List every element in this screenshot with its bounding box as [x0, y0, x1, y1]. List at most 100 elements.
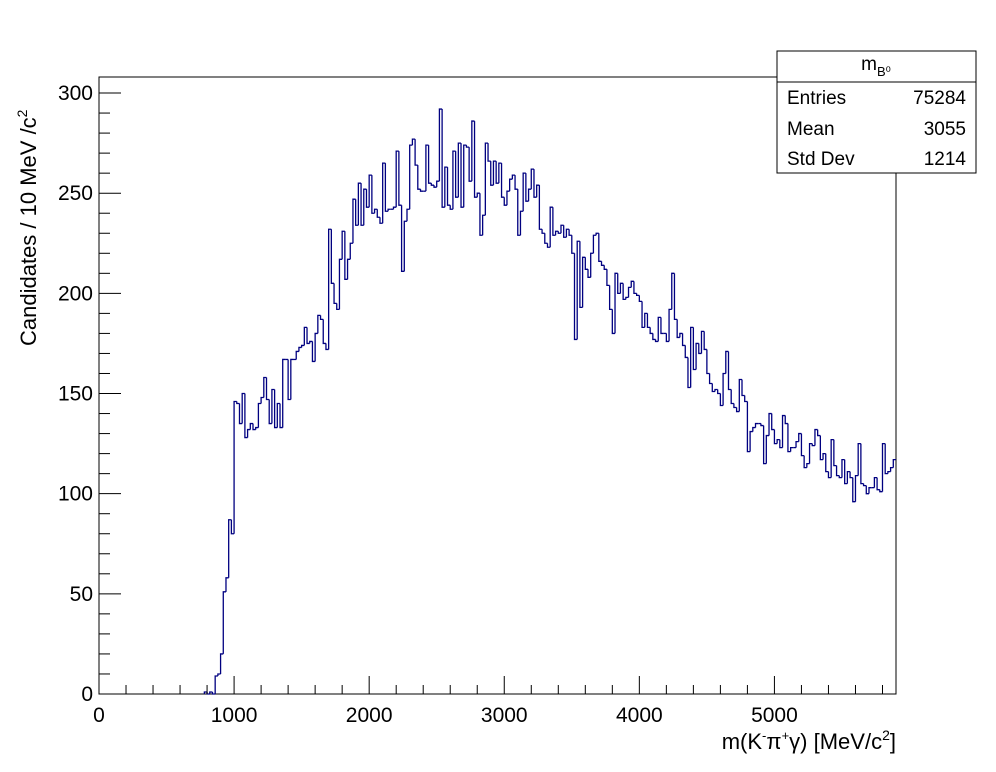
- histogram-bin: [560, 224, 564, 234]
- histogram-bin: [630, 280, 634, 288]
- histogram-bin: [795, 440, 799, 448]
- histogram-bin: [633, 281, 637, 295]
- histogram-bin: [536, 184, 540, 198]
- y-tick-label: 150: [58, 383, 93, 406]
- histogram-bin: [357, 182, 362, 226]
- histogram-bin: [433, 185, 437, 188]
- histogram-bin: [692, 327, 697, 371]
- histogram-bin: [844, 459, 848, 485]
- histogram-bin: [744, 395, 748, 403]
- histogram-bin: [665, 333, 670, 343]
- histogram-bin: [719, 393, 724, 407]
- histogram-bin: [825, 453, 829, 473]
- histogram-bin: [449, 205, 453, 210]
- histogram-bin: [827, 471, 832, 479]
- histogram-bin: [395, 150, 399, 208]
- histogram-bin: [368, 174, 372, 208]
- stats-mean-value: 3055: [924, 119, 966, 140]
- histogram-bin: [444, 166, 448, 208]
- histogram-bin: [660, 317, 664, 335]
- histogram-bin: [690, 326, 694, 388]
- histogram-bin: [884, 443, 888, 475]
- histogram-bin: [735, 407, 740, 413]
- histogram-bin: [760, 423, 764, 427]
- histogram-bin: [498, 162, 502, 184]
- histogram-bin: [552, 207, 556, 236]
- histogram-bin: [776, 438, 780, 444]
- histogram-bin: [592, 234, 597, 254]
- histogram-bin: [584, 257, 589, 270]
- histogram-bin: [238, 403, 243, 425]
- histogram-bin: [441, 109, 445, 208]
- histogram-bin: [881, 442, 886, 492]
- histogram-bin: [668, 308, 672, 342]
- histogram-bin: [614, 272, 618, 334]
- histogram-bin: [833, 439, 837, 467]
- histogram-bin: [889, 466, 894, 472]
- histogram-bin: [876, 477, 880, 491]
- histogram-bin: [511, 174, 516, 180]
- histogram-bin: [427, 145, 432, 184]
- histogram-bin: [771, 413, 775, 431]
- histogram-bin: [233, 400, 237, 534]
- histogram-bin: [352, 198, 356, 244]
- histogram-bin: [438, 108, 443, 182]
- histogram-bin: [595, 232, 599, 236]
- histogram-bin: [384, 163, 389, 212]
- histogram-bin: [787, 423, 791, 453]
- histogram-bin: [684, 345, 688, 359]
- histogram-bin: [846, 470, 851, 484]
- histogram-bin: [317, 314, 321, 334]
- histogram-bin: [698, 343, 702, 355]
- histogram-bin: [349, 242, 353, 260]
- histogram-bin: [749, 430, 753, 452]
- histogram-bin: [268, 399, 272, 425]
- histogram-bin: [619, 282, 624, 294]
- histogram-bin: [679, 332, 683, 338]
- histogram-bin: [649, 327, 653, 335]
- histogram-bin: [519, 210, 524, 236]
- stats-box-title: mB⁰: [861, 54, 891, 79]
- histogram-bin: [579, 241, 583, 309]
- histogram-bin: [309, 340, 313, 344]
- histogram-bin: [576, 240, 580, 340]
- histogram-bin: [257, 402, 262, 428]
- histogram-bin: [522, 172, 526, 212]
- histogram-bin: [673, 273, 678, 321]
- histogram-bin: [671, 272, 675, 310]
- histogram-bin: [355, 199, 359, 226]
- histogram-bin: [860, 443, 864, 485]
- histogram-bin: [327, 228, 332, 350]
- histogram-bin: [217, 673, 221, 676]
- stats-stddev-label: Std Dev: [787, 149, 855, 170]
- histogram-bin: [606, 269, 610, 286]
- histogram-bin: [228, 519, 232, 578]
- histogram-bin: [406, 208, 410, 222]
- histogram-bin: [800, 433, 805, 457]
- histogram-bin: [806, 462, 810, 468]
- histogram-bin: [817, 429, 821, 437]
- histogram-bin: [717, 389, 721, 395]
- histogram-bin: [730, 389, 734, 405]
- y-tick-label: 250: [58, 182, 93, 205]
- histogram-bin: [681, 333, 686, 347]
- histogram-bin: [336, 303, 340, 311]
- histogram-bin: [303, 326, 308, 346]
- histogram-bin: [236, 401, 240, 405]
- histogram-bin: [365, 189, 370, 208]
- histogram-bin: [392, 206, 397, 210]
- histogram-bin: [500, 163, 505, 198]
- histogram-bin: [314, 332, 318, 362]
- histogram-bin: [611, 309, 616, 335]
- histogram-bin: [854, 474, 859, 502]
- y-tick-label: 0: [81, 683, 93, 706]
- histogram-bin: [287, 359, 291, 401]
- histogram-bin: [779, 439, 783, 449]
- histogram-bin: [417, 165, 421, 190]
- histogram-bin: [203, 691, 208, 694]
- histogram-bin: [333, 283, 337, 305]
- histogram-bin: [492, 160, 497, 186]
- histogram-bin: [841, 458, 845, 478]
- histogram-bin: [414, 139, 418, 166]
- histogram-bin: [746, 401, 751, 453]
